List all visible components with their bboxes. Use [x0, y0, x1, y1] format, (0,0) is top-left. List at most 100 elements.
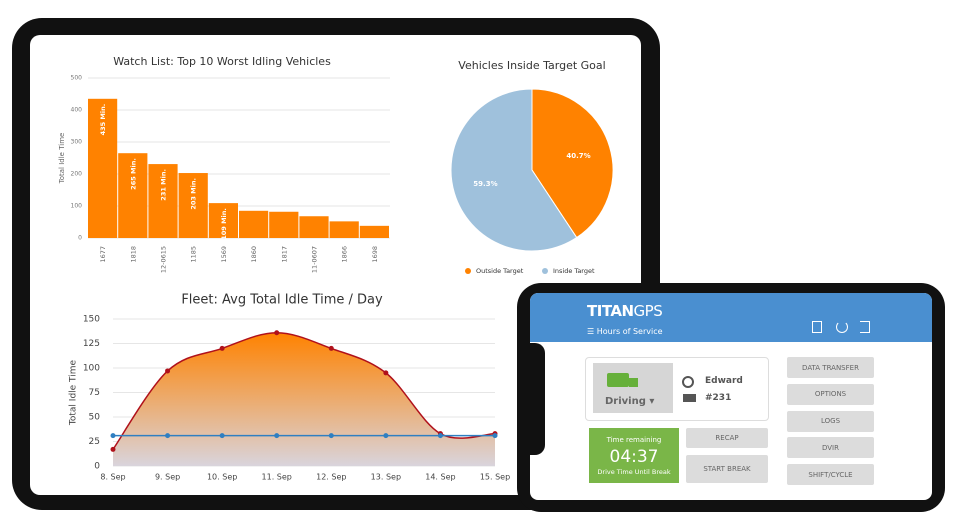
x-tick-label: 1569 [220, 246, 228, 263]
legend-marker [465, 268, 471, 274]
x-tick-label: 13. Sep [371, 473, 401, 482]
notch [530, 343, 545, 455]
y-tick-label: 300 [71, 139, 83, 146]
legend-label: Inside Target [553, 267, 595, 275]
chart-title: Vehicles Inside Target Goal [458, 59, 605, 72]
timer-box: Time remaining 04:37 Drive Time Until Br… [589, 428, 679, 483]
x-tick-label: 9. Sep [155, 473, 180, 482]
data-label: 203 Min. [190, 178, 198, 210]
y-tick-label: 50 [89, 413, 101, 423]
x-tick-label: 1677 [99, 246, 107, 263]
x-tick-label: 1817 [280, 246, 288, 263]
vehicle: #231 [705, 393, 732, 403]
chart-title: Fleet: Avg Total Idle Time / Day [181, 293, 383, 308]
point [328, 345, 334, 351]
x-tick-label: 1860 [250, 246, 258, 263]
driver: Edward [705, 376, 743, 386]
brand-suffix: GPS [633, 302, 663, 320]
x-tick-label: 12. Sep [316, 473, 346, 482]
chart-title: Watch List: Top 10 Worst Idling Vehicles [113, 55, 331, 68]
y-tick-label: 200 [71, 171, 83, 178]
status-box[interactable]: Driving ▾ [593, 363, 673, 413]
y-tick-label: 150 [83, 315, 100, 325]
y-axis-label: Total Idle Time [58, 133, 66, 185]
status: Driving ▾ [605, 396, 655, 407]
x-tick-label: 1818 [129, 246, 137, 263]
menu-button[interactable]: DVIR [787, 437, 874, 459]
y-tick-label: 100 [83, 364, 100, 374]
vehicle-icon [683, 394, 696, 402]
y-tick-label: 0 [94, 462, 100, 472]
phone-screen: TITANGPS ☰ Hours of Service Driving ▾ Ed… [530, 293, 932, 500]
bar [208, 203, 238, 238]
bar [88, 98, 118, 238]
app-header: TITANGPS ☰ Hours of Service [530, 293, 932, 342]
menu-label: Hours of Service [596, 327, 663, 336]
x-tick-label: 10. Sep [207, 473, 237, 482]
brand-main: TITAN [587, 302, 634, 320]
point [274, 330, 280, 336]
data-label: 40.7% [566, 152, 590, 160]
driver-icon [682, 376, 694, 388]
point [383, 433, 389, 439]
point [165, 433, 171, 439]
bar [299, 216, 329, 238]
timer-caption: Drive Time Until Break [597, 468, 671, 476]
point [110, 446, 116, 452]
point [219, 433, 225, 439]
pie-slice [450, 88, 578, 252]
y-tick-label: 75 [89, 388, 100, 398]
y-tick-label: 500 [71, 75, 83, 82]
y-tick-label: 100 [71, 203, 83, 210]
point [110, 433, 116, 439]
export-icon[interactable] [812, 321, 822, 333]
point [165, 368, 171, 374]
data-label: 109 Min. [220, 208, 228, 240]
x-tick-label: 1698 [371, 246, 379, 263]
status-label: Driving [605, 396, 646, 407]
y-axis-label: Total Idle Time [69, 359, 79, 426]
menu-button[interactable]: DATA TRANSFER [787, 357, 874, 378]
truck-icon [607, 373, 629, 387]
x-tick-label: 8. Sep [100, 473, 125, 482]
x-tick-label: 12-0615 [160, 246, 168, 273]
logout-icon[interactable] [860, 321, 870, 333]
y-tick-label: 400 [71, 107, 83, 114]
start-break-button[interactable]: START BREAK [686, 455, 768, 483]
bar [148, 164, 178, 238]
point [328, 433, 334, 439]
y-tick-label: 125 [83, 339, 100, 349]
bar [269, 211, 299, 238]
data-label: 435 Min. [99, 104, 107, 136]
menu-button[interactable]: SHIFT/CYCLE [787, 464, 874, 486]
legend-label: Outside Target [476, 267, 524, 275]
bar [329, 221, 359, 238]
timer: 04:37 [609, 447, 659, 467]
point [219, 345, 225, 351]
point [383, 370, 389, 376]
refresh-icon[interactable] [836, 321, 848, 333]
menu[interactable]: ☰ Hours of Service [587, 327, 663, 336]
area [113, 332, 495, 466]
x-tick-label: 14. Sep [425, 473, 455, 482]
bar [178, 173, 208, 238]
timer-title: Time remaining [606, 436, 662, 444]
bar [239, 210, 269, 238]
bar [118, 153, 148, 238]
legend-marker [542, 268, 548, 274]
menu-button[interactable]: LOGS [787, 410, 874, 432]
truck-cab [629, 378, 638, 387]
bar [359, 225, 389, 238]
x-tick-label: 1185 [190, 246, 198, 263]
y-tick-label: 25 [89, 437, 100, 447]
point [437, 433, 443, 439]
data-label: 231 Min. [160, 169, 168, 201]
recap-button[interactable]: RECAP [686, 428, 768, 448]
x-tick-label: 11-0607 [311, 246, 319, 273]
brand: TITANGPS [587, 302, 663, 320]
x-tick-label: 1866 [341, 246, 349, 263]
data-label: 59.3% [473, 180, 497, 188]
menu-button[interactable]: OPTIONS [787, 383, 874, 405]
